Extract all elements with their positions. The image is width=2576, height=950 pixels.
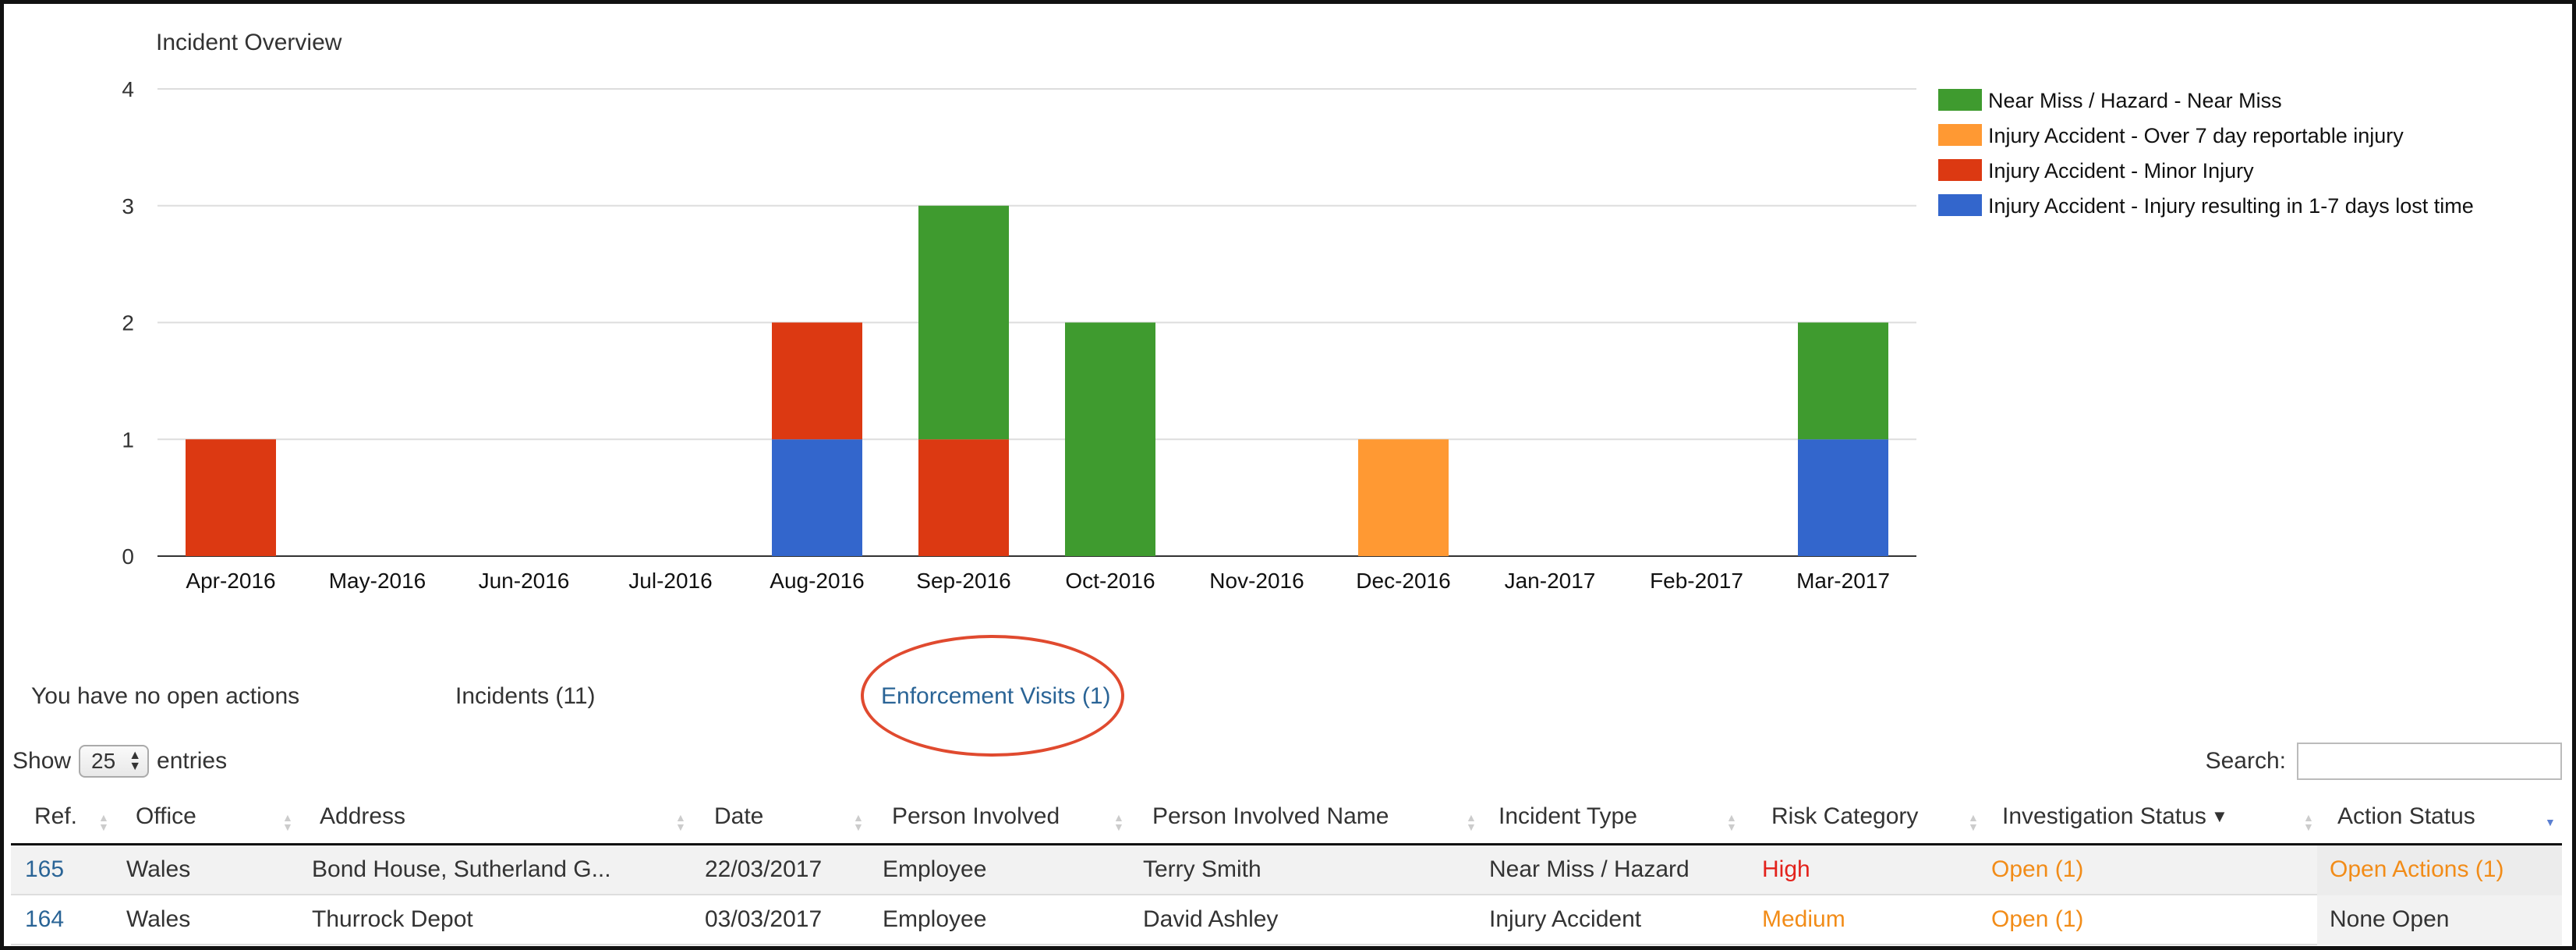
search-input[interactable] [2297,743,2562,780]
show-label: Show [12,748,72,774]
sort-icon: ▲ ▼ [98,811,109,833]
legend-item[interactable]: Near Miss / Hazard - Near Miss [1988,89,2282,112]
bar-segment[interactable] [772,439,862,556]
bar-segment[interactable] [1358,439,1449,556]
legend-swatch [1938,194,1982,216]
incidents-table: Ref. ▲ ▼ Office ▲ ▼ Address ▲ ▼ Date ▲ ▼ Per… [11,792,2562,945]
row-address: Bond House, Sutherland G... [312,856,611,882]
row-person-involved-name: David Ashley [1143,906,1279,932]
row-risk-category: Medium [1762,906,1845,932]
row-ref-link[interactable]: 165 [25,856,65,882]
x-tick-label: Oct-2016 [1065,569,1155,593]
bar-segment[interactable] [1798,322,1888,440]
action-cell-background [2317,895,2562,945]
select-arrows-icon: ▲ ▼ [129,749,142,773]
column-header-incident-type[interactable]: Incident Type [1499,803,1637,829]
y-tick-label: 0 [122,544,134,569]
sort-icon: ▲ ▼ [1113,811,1124,833]
action-cell-background [2317,845,2562,895]
entries-select-value: 25 [91,749,116,773]
row-investigation-status[interactable]: Open (1) [1991,856,2084,882]
row-risk-category: High [1762,856,1810,882]
legend-swatch [1938,89,1982,111]
row-incident-type: Injury Accident [1489,906,1642,932]
row-person-involved: Employee [883,856,987,882]
column-header-office[interactable]: Office [136,803,196,829]
sort-icon: ▲ ▼ [282,811,293,833]
tab-open-actions[interactable]: You have no open actions [31,683,300,709]
sort-icon: ▲ ▼ [1726,811,1737,833]
legend-swatch [1938,159,1982,181]
x-tick-label: May-2016 [329,569,426,593]
search-label: Search: [2205,748,2286,774]
row-person-involved-name: Terry Smith [1143,856,1261,882]
column-header-person-involved[interactable]: Person Involved [892,803,1060,829]
column-header-ref[interactable]: Ref. [34,803,78,829]
row-ref-link[interactable]: 164 [25,906,65,932]
incident-overview-chart: Incident Overview 0 1 2 3 4 Apr-2016 May-2016… [122,30,2474,593]
search-control: Search: [2206,743,2562,780]
bar-segment[interactable] [918,439,1009,556]
x-tick-label: Jul-2016 [628,569,712,593]
sort-icon: ▲ ▼ [675,811,686,833]
row-investigation-status[interactable]: Open (1) [1991,906,2084,932]
table-row[interactable]: 164 Wales Thurrock Depot 03/03/2017 Empl… [11,895,2562,945]
x-tick-label: Feb-2017 [1650,569,1743,593]
chart-title: Incident Overview [156,30,342,55]
bar-segment[interactable] [1065,322,1155,557]
x-tick-label: Nov-2016 [1209,569,1304,593]
sorted-column-icon: ▼ [2211,806,2228,826]
column-header-risk-category[interactable]: Risk Category [1771,803,1919,829]
sort-icon: ▲ ▼ [853,811,864,833]
y-tick-label: 4 [122,77,134,101]
entries-label: entries [157,748,228,774]
bar-segment[interactable] [186,439,276,556]
x-tick-label: Sep-2016 [916,569,1010,593]
bar-segment[interactable] [772,322,862,440]
column-header-date[interactable]: Date [714,803,764,829]
row-incident-type: Near Miss / Hazard [1489,856,1690,882]
x-tick-label: Mar-2017 [1796,569,1890,593]
column-header-person-involved-name[interactable]: Person Involved Name [1152,803,1389,829]
row-address: Thurrock Depot [312,906,473,932]
row-office: Wales [126,906,191,932]
tab-incidents[interactable]: Incidents (11) [455,683,596,709]
y-tick-label: 3 [122,194,134,218]
row-office: Wales [126,856,191,882]
legend-item[interactable]: Injury Accident - Over 7 day reportable … [1988,124,2404,147]
table-header-row: Ref. ▲ ▼ Office ▲ ▼ Address ▲ ▼ Date ▲ ▼ Per… [11,792,2562,845]
sort-icon: ▲ ▼ [2303,811,2314,833]
column-header-investigation-status[interactable]: Investigation Status [2002,803,2206,829]
x-tick-label: Dec-2016 [1356,569,1450,593]
column-header-address[interactable]: Address [320,803,406,829]
column-header-action-status[interactable]: Action Status [2337,803,2475,829]
sort-icon: ▲ ▼ [1968,811,1979,833]
legend-item[interactable]: Injury Accident - Injury resulting in 1-… [1988,194,2474,218]
legend-item[interactable]: Injury Accident - Minor Injury [1988,159,2254,183]
x-tick-label: Apr-2016 [186,569,275,593]
annotation-circle [861,635,1124,757]
row-date: 22/03/2017 [705,856,823,882]
legend-swatch [1938,124,1982,146]
sort-icon: ▲ ▼ [1466,811,1477,833]
row-date: 03/03/2017 [705,906,823,932]
bar-segment[interactable] [1798,439,1888,556]
bar-segment[interactable] [918,205,1009,440]
entries-length-control: Show 25 ▲ ▼ entries [12,745,227,778]
y-tick-label: 2 [122,311,134,335]
row-action-status: None Open [2330,906,2450,932]
y-tick-label: 1 [122,427,134,452]
sort-desc-icon: ▼ [2545,816,2556,828]
row-action-status[interactable]: Open Actions (1) [2330,856,2504,882]
x-tick-label: Jan-2017 [1505,569,1596,593]
table-row[interactable]: 165 Wales Bond House, Sutherland G... 22… [11,845,2562,895]
x-tick-label: Aug-2016 [770,569,864,593]
row-person-involved: Employee [883,906,987,932]
x-tick-label: Jun-2016 [479,569,570,593]
entries-select[interactable]: 25 ▲ ▼ [79,745,150,778]
